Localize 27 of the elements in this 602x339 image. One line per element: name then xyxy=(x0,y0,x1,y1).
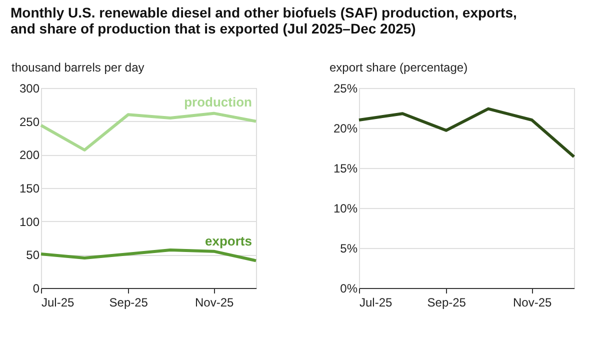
x-tick-label: Jul-25 xyxy=(42,296,75,310)
x-tick-label: Sep-25 xyxy=(427,296,466,310)
y-tick-label: 250 xyxy=(19,114,40,129)
line-series xyxy=(358,107,576,158)
y-tick-label: 10% xyxy=(333,202,358,216)
y-tick-label: 5% xyxy=(340,242,358,256)
y-tick-label: 100 xyxy=(19,214,40,229)
chart-title: Monthly U.S. renewable diesel and other biofuels (SAF) production, exports, and share of production that is exported (Jul 2025–Dec 2025) xyxy=(10,4,517,36)
y-tick-label: 200 xyxy=(19,148,40,162)
line-series xyxy=(40,248,258,262)
x-tick-label: Nov-25 xyxy=(195,296,234,310)
y-tick-label: 15% xyxy=(333,162,358,176)
y-tick-label: 50 xyxy=(26,248,40,262)
y-tick-label: 0 xyxy=(32,282,40,296)
y-axis-title: export share (percentage) xyxy=(330,60,468,74)
x-tick-label: Nov-25 xyxy=(513,296,552,310)
y-tick-label: 300 xyxy=(19,82,40,96)
y-tick-label: 20% xyxy=(333,122,358,136)
y-axis-title: thousand barrels per day xyxy=(12,60,144,74)
x-tick-label: Sep-25 xyxy=(109,296,148,310)
line-series xyxy=(40,112,258,152)
series-label: production xyxy=(184,94,252,110)
series-label: exports xyxy=(205,234,252,249)
x-tick-label: Jul-25 xyxy=(360,296,393,310)
y-tick-label: 0% xyxy=(340,282,358,296)
y-tick-label: 150 xyxy=(19,182,40,196)
y-tick-label: 25% xyxy=(333,82,358,96)
